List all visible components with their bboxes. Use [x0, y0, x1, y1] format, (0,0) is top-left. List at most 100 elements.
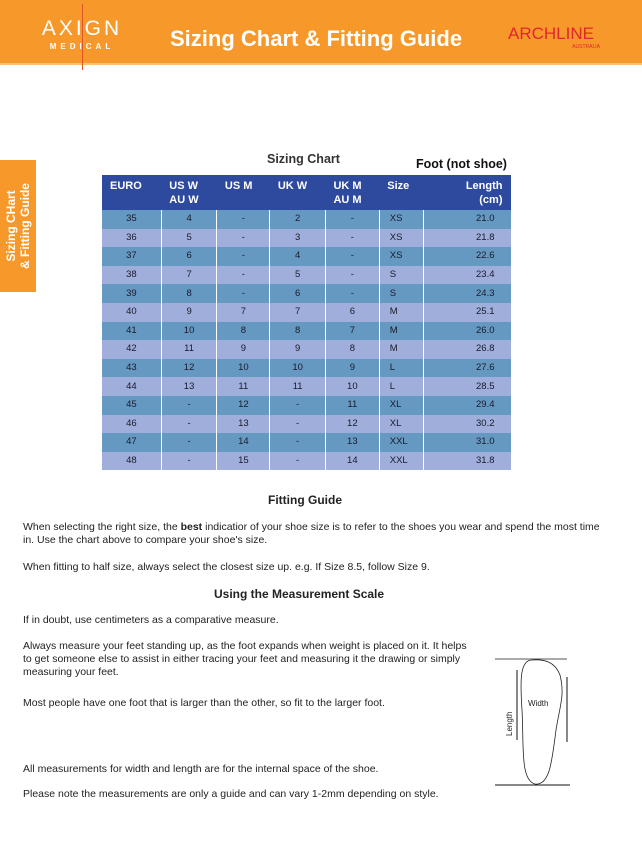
- table-cell-spacer: [423, 358, 432, 378]
- table-cell: XXL: [379, 451, 425, 471]
- table-cell: 7: [325, 321, 380, 341]
- measure-paragraph-1: If in doubt, use centimeters as a compar…: [23, 614, 279, 626]
- table-cell: -: [325, 284, 380, 303]
- table-cell: -: [269, 451, 326, 471]
- table-cell-spacer: [423, 377, 432, 396]
- table-row: 42 11 9 9 8 M 26.8: [102, 340, 511, 359]
- table-cell: 27.6: [431, 358, 511, 378]
- archline-logo-text: ARCHLINE: [508, 24, 594, 43]
- table-cell: 13: [161, 377, 218, 396]
- table-cell: -: [325, 228, 380, 248]
- table-cell: -: [216, 265, 271, 285]
- measurement-title: Using the Measurement Scale: [214, 587, 385, 601]
- table-cell: -: [325, 265, 380, 285]
- table-cell: 45: [102, 395, 162, 415]
- side-tab-line2: & Fitting Guide: [18, 183, 32, 269]
- table-cell: 46: [102, 414, 162, 434]
- table-cell: 2: [269, 210, 326, 229]
- table-cell-spacer: [423, 414, 432, 434]
- table-cell: -: [269, 395, 326, 415]
- table-cell: -: [216, 247, 271, 266]
- table-cell: 10: [216, 358, 271, 378]
- table-cell-spacer: [423, 302, 432, 322]
- table-cell: 10: [269, 358, 326, 378]
- table-cell: XXL: [379, 433, 425, 452]
- table-cell: -: [325, 247, 380, 266]
- table-cell: 36: [102, 228, 162, 248]
- table-row: 48-15-14 XXL 31.8: [102, 451, 511, 471]
- foot-note: Foot (not shoe): [416, 157, 507, 171]
- axign-logo: AXIGN MEDICAL: [36, 4, 128, 70]
- fitting-paragraph-1: When selecting the right size, the best …: [23, 521, 600, 546]
- table-cell: 28.5: [431, 377, 511, 396]
- table-cell: 9: [161, 302, 218, 322]
- table-cell: -: [161, 451, 218, 471]
- table-cell: XL: [379, 395, 425, 415]
- fitting-paragraph-2: When fitting to half size, always select…: [23, 561, 430, 573]
- table-cell: M: [379, 302, 425, 322]
- length-label: Length: [505, 712, 514, 736]
- measure-paragraph-4: All measurements for width and length ar…: [23, 763, 379, 775]
- table-cell: 15: [216, 451, 271, 471]
- table-cell: 8: [216, 321, 271, 341]
- sizing-table: EURO US W AU W US M UK W UK M AU M Size Length…: [102, 175, 511, 471]
- table-cell: -: [161, 395, 218, 415]
- table-cell: 30.2: [431, 414, 511, 434]
- table-cell: 14: [325, 451, 380, 471]
- table-cell: 8: [269, 321, 326, 341]
- table-cell: 43: [102, 358, 162, 378]
- logo-main-text: AXIGN: [41, 17, 123, 40]
- table-cell: 41: [102, 321, 162, 341]
- table-row: 45-12-11 XL 29.4: [102, 395, 511, 415]
- table-cell: 9: [216, 340, 271, 359]
- table-cell: L: [379, 358, 425, 378]
- table-cell: 7: [161, 265, 218, 285]
- table-cell: -: [269, 433, 326, 452]
- column-header: Length (cm): [431, 175, 511, 210]
- table-cell-spacer: [423, 265, 432, 285]
- table-cell: 42: [102, 340, 162, 359]
- table-row: 41 10 8 8 7 M 26.0: [102, 321, 511, 341]
- table-cell: 26.0: [431, 321, 511, 341]
- table-cell: 13: [325, 433, 380, 452]
- table-cell: 48: [102, 451, 162, 471]
- table-cell: S: [379, 284, 425, 303]
- measure-paragraph-5: Please note the measurements are only a …: [23, 788, 439, 800]
- measure-paragraph-2: Always measure your feet standing up, as…: [23, 640, 467, 678]
- table-row: 36 5-3- XS 21.8: [102, 228, 511, 248]
- column-header: UK W: [269, 175, 326, 210]
- table-cell: -: [325, 210, 380, 229]
- table-row: 39 8-6- S 24.3: [102, 284, 511, 303]
- table-cell-spacer: [423, 210, 432, 229]
- header-banner: AXIGN MEDICAL Sizing Chart & Fitting Gui…: [0, 0, 642, 70]
- table-cell-spacer: [423, 228, 432, 248]
- table-cell: -: [161, 433, 218, 452]
- table-cell: 3: [269, 228, 326, 248]
- table-row: 47-14-13 XXL 31.0: [102, 433, 511, 452]
- table-cell: 25.1: [431, 302, 511, 322]
- table-cell: 44: [102, 377, 162, 396]
- table-cell: S: [379, 265, 425, 285]
- table-cell: 11: [216, 377, 271, 396]
- table-cell: 39: [102, 284, 162, 303]
- column-header: [423, 175, 432, 210]
- table-cell-spacer: [423, 451, 432, 471]
- table-cell: 5: [161, 228, 218, 248]
- table-cell: 10: [325, 377, 380, 396]
- table-cell: 12: [161, 358, 218, 378]
- table-cell: 11: [325, 395, 380, 415]
- table-cell: 22.6: [431, 247, 511, 266]
- table-cell: -: [216, 210, 271, 229]
- table-row: 46-13-12 XL 30.2: [102, 414, 511, 434]
- logo-sub-text: MEDICAL: [36, 42, 128, 52]
- table-cell-spacer: [423, 247, 432, 266]
- table-cell: 12: [325, 414, 380, 434]
- table-cell: 31.0: [431, 433, 511, 452]
- table-cell-spacer: [423, 433, 432, 452]
- measure-paragraph-3: Most people have one foot that is larger…: [23, 697, 385, 709]
- foot-measurement-diagram: Width Length: [495, 658, 570, 786]
- table-cell: 11: [161, 340, 218, 359]
- table-cell: -: [216, 284, 271, 303]
- table-cell: 35: [102, 210, 162, 229]
- table-cell: 4: [161, 210, 218, 229]
